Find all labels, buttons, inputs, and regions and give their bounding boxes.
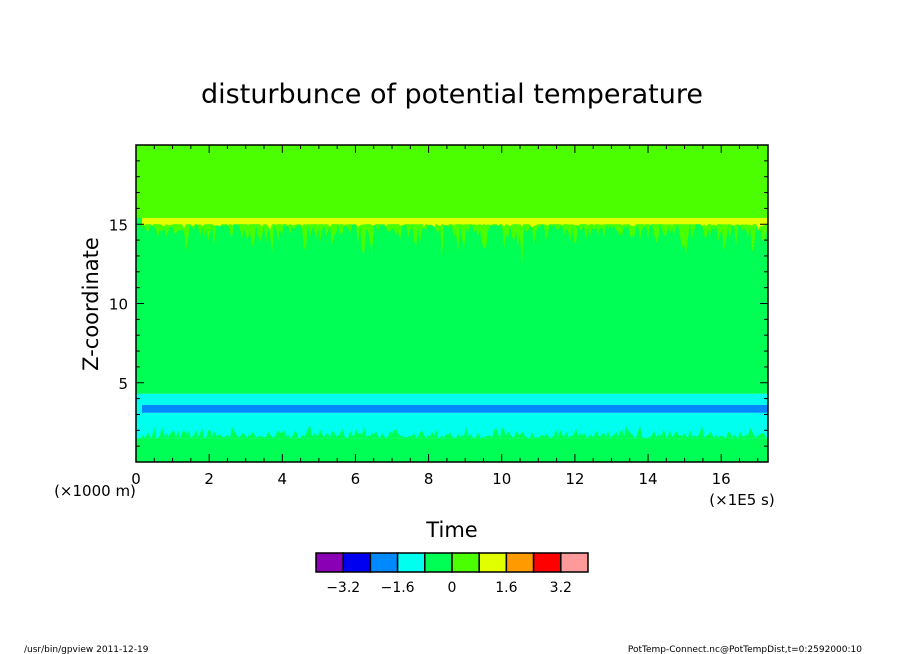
y-axis-label: Z-coordinate [79, 237, 103, 371]
colorbar-swatch [532, 552, 562, 573]
x-tick-label: 10 [492, 470, 511, 488]
left-edge [136, 145, 142, 441]
colorbar-swatch [478, 552, 508, 573]
colorbar-label: 3.2 [550, 580, 572, 596]
x-tick-label: 4 [278, 470, 288, 488]
y-tick-label: 15 [109, 216, 128, 234]
contour-band [136, 404, 768, 413]
x-tick-label: 16 [712, 470, 731, 488]
colorbar-swatch [505, 552, 535, 573]
footer-left: /usr/bin/gpview 2011-12-19 [24, 645, 149, 654]
x-tick-label: 14 [638, 470, 657, 488]
colorbar-label: 0 [448, 580, 457, 596]
x-tick-label: 6 [351, 470, 361, 488]
colorbar-label: −3.2 [326, 580, 360, 596]
y-tick-label: 10 [109, 296, 128, 314]
yellow-fringe [136, 223, 768, 231]
top-band [136, 145, 768, 218]
lower-fringe [136, 425, 768, 439]
upper-fringe [136, 224, 768, 266]
contour-band [136, 438, 768, 462]
x-tick-label: 0 [131, 470, 141, 488]
colorbar-swatch [396, 552, 426, 573]
y-tick-label: 5 [118, 375, 128, 393]
contour-band [136, 224, 768, 394]
colorbar-swatch [424, 552, 453, 573]
x-axis-label: Time [425, 518, 477, 542]
contour-band [136, 217, 768, 225]
colorbar-swatch [315, 552, 344, 573]
colorbar-label: −1.6 [381, 580, 415, 596]
colorbar-swatch [560, 552, 589, 573]
x-tick-label: 2 [204, 470, 214, 488]
axes: 0 2 4 6 8 10 12 14 16 5 10 15 [109, 144, 769, 488]
plot-area [136, 145, 768, 462]
colorbar-label: 1.6 [495, 580, 517, 596]
colorbar: −3.2 −1.6 0 1.6 3.2 [315, 552, 589, 596]
contour-band [136, 393, 768, 405]
footer-right: PotTemp-Connect.nc@PotTempDist,t=0:25920… [628, 645, 862, 654]
colorbar-swatch [451, 552, 480, 573]
chart-title: disturbunce of potential temperature [201, 79, 703, 110]
left-edge-cyan [136, 393, 142, 439]
y-unit-label: (×1000 m) [54, 482, 136, 500]
x-tick-label: 12 [565, 470, 584, 488]
x-unit-label: (×1E5 s) [709, 491, 774, 509]
colorbar-swatch [369, 552, 399, 573]
colorbar-swatch [342, 552, 372, 573]
x-tick-label: 8 [424, 470, 434, 488]
